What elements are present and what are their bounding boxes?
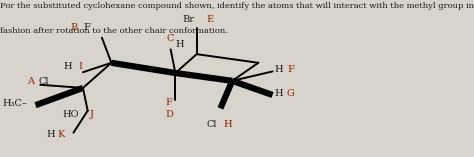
Text: D: D (166, 110, 174, 119)
Text: Cl: Cl (206, 120, 217, 129)
Text: For the substituted cyclohexane compound shown, identify the atoms that will int: For the substituted cyclohexane compound… (0, 2, 474, 10)
Text: Br: Br (182, 15, 194, 24)
Text: H: H (64, 62, 72, 71)
Text: H: H (175, 40, 184, 49)
Text: C: C (167, 34, 174, 43)
Text: F: F (83, 23, 90, 32)
Text: H₃C–: H₃C– (2, 99, 27, 108)
Text: HO: HO (63, 110, 79, 119)
Text: B: B (70, 23, 77, 32)
Text: A: A (27, 77, 35, 87)
Text: fashion after rotation to the other chair conformation.: fashion after rotation to the other chai… (0, 27, 228, 35)
Text: H: H (224, 120, 232, 129)
Text: H: H (46, 130, 55, 139)
Text: K: K (58, 130, 65, 139)
Text: Cl: Cl (39, 77, 49, 87)
Text: F: F (165, 98, 172, 107)
Text: J: J (90, 110, 94, 119)
Text: G: G (286, 89, 294, 98)
Text: I: I (78, 62, 82, 71)
Text: H: H (274, 89, 283, 98)
Text: F: F (287, 65, 294, 74)
Text: H: H (274, 65, 283, 74)
Text: E: E (206, 15, 213, 24)
